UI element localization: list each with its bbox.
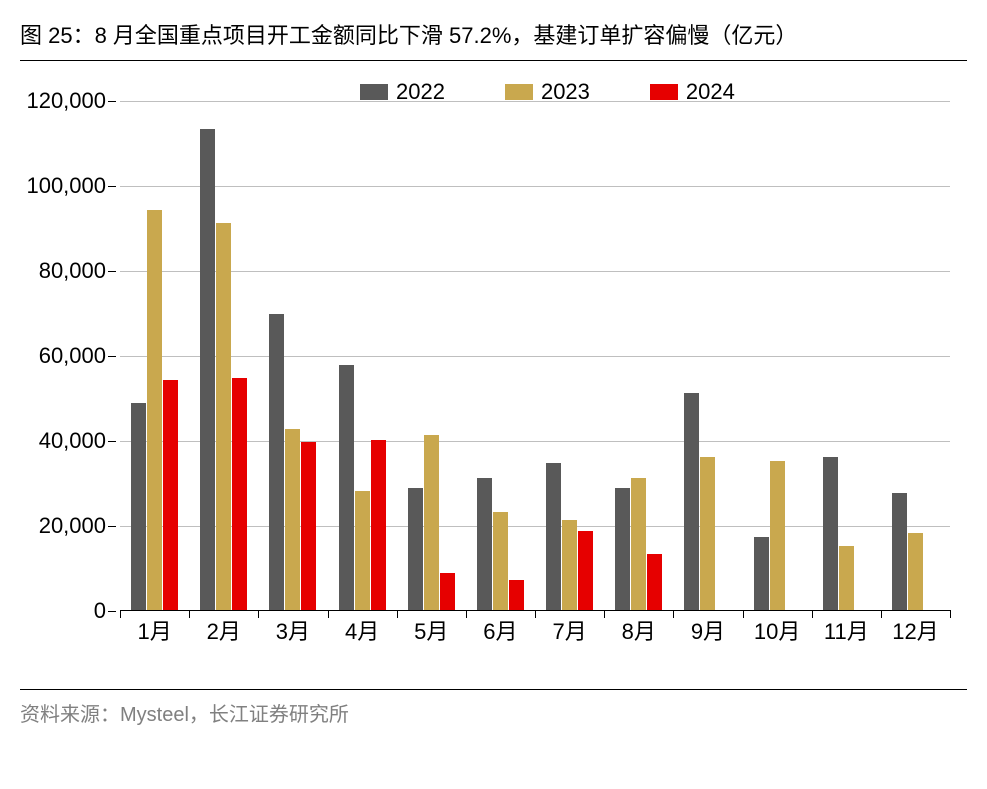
x-axis-label: 2月 xyxy=(207,614,241,646)
bar xyxy=(908,533,923,610)
gridline xyxy=(120,271,950,272)
y-tick xyxy=(108,186,116,187)
bar xyxy=(839,546,854,610)
y-axis-label: 0 xyxy=(94,598,106,624)
bar xyxy=(163,380,178,610)
x-tick xyxy=(881,610,882,618)
x-axis-label: 8月 xyxy=(622,614,656,646)
bar xyxy=(823,457,838,610)
x-tick xyxy=(604,610,605,618)
x-tick xyxy=(397,610,398,618)
chart-container: 202220232024 020,00040,00060,00080,00010… xyxy=(20,71,967,671)
x-tick xyxy=(466,610,467,618)
x-tick xyxy=(673,610,674,618)
bar xyxy=(615,488,630,609)
x-axis-label: 3月 xyxy=(276,614,310,646)
bar xyxy=(546,463,561,610)
x-tick xyxy=(328,610,329,618)
x-axis-label: 11月 xyxy=(824,614,869,646)
legend-swatch xyxy=(360,84,388,100)
bar xyxy=(892,493,907,610)
x-axis-label: 1月 xyxy=(137,614,171,646)
bar xyxy=(578,531,593,610)
chart-title: 图 25：8 月全国重点项目开工金额同比下滑 57.2%，基建订单扩容偏慢（亿元… xyxy=(20,16,967,56)
y-tick xyxy=(108,441,116,442)
legend-swatch xyxy=(505,84,533,100)
gridline xyxy=(120,356,950,357)
bar xyxy=(509,580,524,610)
bar xyxy=(647,554,662,609)
bar xyxy=(684,393,699,610)
x-axis-label: 9月 xyxy=(691,614,725,646)
bar xyxy=(371,440,386,610)
bar xyxy=(408,488,423,609)
bar xyxy=(424,435,439,609)
bar xyxy=(301,442,316,610)
gridline xyxy=(120,101,950,102)
bar xyxy=(477,478,492,610)
x-tick xyxy=(743,610,744,618)
x-tick xyxy=(189,610,190,618)
bar xyxy=(754,537,769,609)
bar xyxy=(200,129,215,609)
x-tick xyxy=(535,610,536,618)
bar xyxy=(700,457,715,610)
x-tick xyxy=(120,610,121,618)
x-axis-label: 6月 xyxy=(483,614,517,646)
y-tick xyxy=(108,356,116,357)
gridline xyxy=(120,186,950,187)
legend-swatch xyxy=(650,84,678,100)
y-axis-label: 40,000 xyxy=(39,428,106,454)
y-tick xyxy=(108,526,116,527)
bar xyxy=(216,223,231,610)
bar xyxy=(232,378,247,610)
source-rule xyxy=(20,689,967,690)
x-axis-label: 10月 xyxy=(754,614,800,646)
bar xyxy=(147,210,162,610)
x-axis-label: 12月 xyxy=(892,614,938,646)
bar xyxy=(285,429,300,610)
bar xyxy=(770,461,785,610)
y-tick xyxy=(108,101,116,102)
y-axis-label: 80,000 xyxy=(39,258,106,284)
source-text: 资料来源：Mysteel，长江证券研究所 xyxy=(20,698,967,727)
y-tick xyxy=(108,271,116,272)
bar xyxy=(339,365,354,609)
x-tick xyxy=(812,610,813,618)
x-axis-label: 5月 xyxy=(414,614,448,646)
y-axis-label: 100,000 xyxy=(26,173,106,199)
x-tick xyxy=(950,610,951,618)
x-axis-label: 7月 xyxy=(552,614,586,646)
bar xyxy=(355,491,370,610)
bar xyxy=(631,478,646,610)
bar xyxy=(493,512,508,610)
x-tick xyxy=(258,610,259,618)
bar xyxy=(440,573,455,609)
y-axis-label: 120,000 xyxy=(26,88,106,114)
bar xyxy=(269,314,284,609)
bar xyxy=(562,520,577,609)
y-axis-label: 60,000 xyxy=(39,343,106,369)
plot-area: 020,00040,00060,00080,000100,000120,0001… xyxy=(120,101,950,611)
bar xyxy=(131,403,146,609)
x-axis-label: 4月 xyxy=(345,614,379,646)
y-tick xyxy=(108,611,116,612)
title-rule xyxy=(20,60,967,61)
y-axis-label: 20,000 xyxy=(39,513,106,539)
